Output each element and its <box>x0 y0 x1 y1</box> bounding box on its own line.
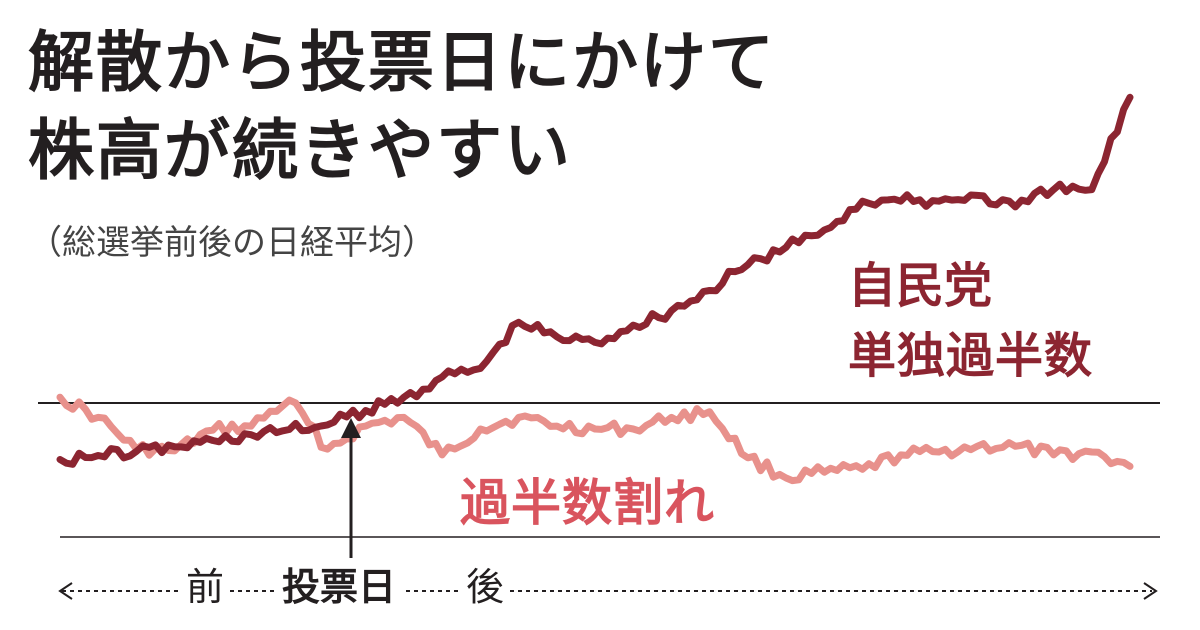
time-axis-arrow <box>58 582 1158 600</box>
vote-day-arrow <box>341 418 361 558</box>
series-label-ldp-line2: 単独過半数 <box>848 328 1094 384</box>
axis-label-after: 後 <box>460 568 511 606</box>
subtitle: （総選挙前後の日経平均） <box>28 223 436 263</box>
series-layer <box>56 93 1134 485</box>
series-label-below-majority: 過半数割れ <box>460 474 715 532</box>
series-label-ldp-line1: 自民党 <box>848 258 993 314</box>
title-line-1: 解散から投票日にかけて <box>28 24 776 101</box>
axis-label-vote-day: 投票日 <box>276 568 403 606</box>
title-line-2: 株高が続きやすい <box>28 112 572 189</box>
axis-label-before: 前 <box>180 568 231 606</box>
